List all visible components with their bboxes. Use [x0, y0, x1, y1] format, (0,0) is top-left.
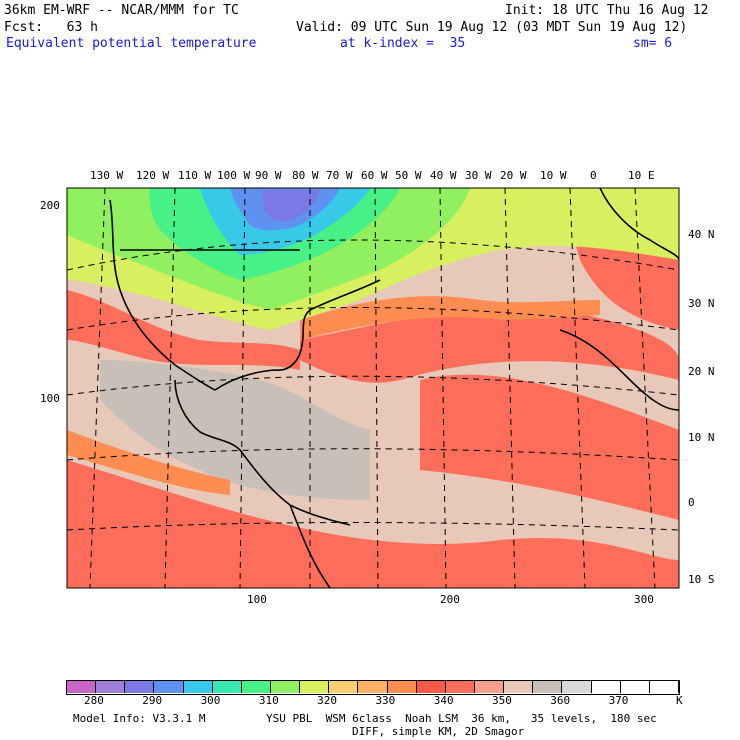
lon-label: 0: [590, 169, 597, 182]
colorbar-tick: 310: [258, 694, 279, 707]
colorbar-tick: 330: [375, 694, 396, 707]
lon-label: 130 W: [90, 169, 124, 182]
colorbar-tick: 350: [492, 694, 512, 707]
colorbar-swatch: [358, 681, 388, 693]
model-info: Model Info: V3.3.1 M: [73, 712, 206, 725]
colorbar-swatch: [620, 681, 650, 693]
colorbar-swatch: [96, 681, 126, 693]
lon-label: 20 W: [500, 169, 527, 182]
lat-label: 40 N: [688, 228, 715, 241]
grid-y-label: 200: [40, 199, 60, 212]
colorbar-swatch: [504, 681, 534, 693]
lat-label: 20 N: [688, 365, 715, 378]
colorbar-swatch: [300, 681, 330, 693]
lon-label: 40 W: [430, 169, 457, 182]
lon-label: 10 W: [540, 169, 567, 182]
colorbar-swatch: [154, 681, 184, 693]
smoothing: sm= 6: [633, 36, 673, 51]
map-frame: [66, 187, 680, 589]
colorbar-swatch: [183, 681, 213, 693]
colorbar-swatch: [562, 681, 592, 693]
lat-label: 0: [688, 496, 695, 509]
lon-label: 90 W: [255, 169, 282, 182]
colorbar-tick: 340: [433, 694, 454, 707]
valid-time: Valid: 09 UTC Sun 19 Aug 12 (03 MDT Sun …: [296, 20, 688, 35]
colorbar-swatch: [475, 681, 505, 693]
lon-label: 70 W: [326, 169, 353, 182]
colorbar-tick: 370: [608, 694, 629, 707]
colorbar-swatch: [67, 681, 97, 693]
lon-label: 110 W: [178, 169, 212, 182]
k-index: at k-index = 35: [340, 36, 466, 51]
grid-x-label: 100: [247, 593, 267, 606]
theta-e-field: [67, 188, 679, 588]
lon-label: 50 W: [395, 169, 422, 182]
colorbar-swatch: [591, 681, 621, 693]
colorbar-swatch: [271, 681, 301, 693]
lon-label: 120 W: [136, 169, 170, 182]
lat-label: 10 N: [688, 431, 715, 444]
colorbar-swatch: [241, 681, 271, 693]
colorbar-tick: 320: [317, 694, 338, 707]
grid-x-label: 300: [634, 593, 654, 606]
model-title: 36km EM-WRF -- NCAR/MMM for TC: [4, 3, 239, 18]
grid-y-label: 100: [40, 392, 60, 405]
colorbar-swatch: [329, 681, 359, 693]
lat-label: 30 N: [688, 297, 715, 310]
forecast-hour: Fcst: 63 h: [4, 20, 98, 35]
lon-label: 100 W: [217, 169, 251, 182]
lon-label: 80 W: [292, 169, 319, 182]
init-time: Init: 18 UTC Thu 16 Aug 12: [505, 3, 709, 18]
colorbar-swatch: [533, 681, 563, 693]
lon-label: 10 E: [628, 169, 655, 182]
colorbar-swatch: [125, 681, 155, 693]
lon-label: 30 W: [465, 169, 492, 182]
colorbar-unit: K: [676, 694, 683, 707]
colorbar-tick: 300: [200, 694, 221, 707]
colorbar-frame: [66, 680, 680, 695]
colorbar-swatch: [649, 681, 679, 693]
field-name: Equivalent potential temperature: [6, 36, 257, 51]
grid-x-label: 200: [440, 593, 460, 606]
colorbar-swatch: [445, 681, 475, 693]
lat-label: 10 S: [688, 573, 715, 586]
lon-label: 60 W: [361, 169, 388, 182]
physics-info: YSU PBL WSM 6class Noah LSM 36 km, 35 le…: [266, 712, 657, 725]
colorbar-swatch: [212, 681, 242, 693]
diffusion-info: DIFF, simple KM, 2D Smagor: [352, 725, 525, 738]
colorbar-tick: 360: [550, 694, 571, 707]
colorbar-swatch: [387, 681, 417, 693]
colorbar-swatch: [416, 681, 446, 693]
colorbar-tick: 280: [84, 694, 104, 707]
colorbar-tick: 290: [142, 694, 163, 707]
